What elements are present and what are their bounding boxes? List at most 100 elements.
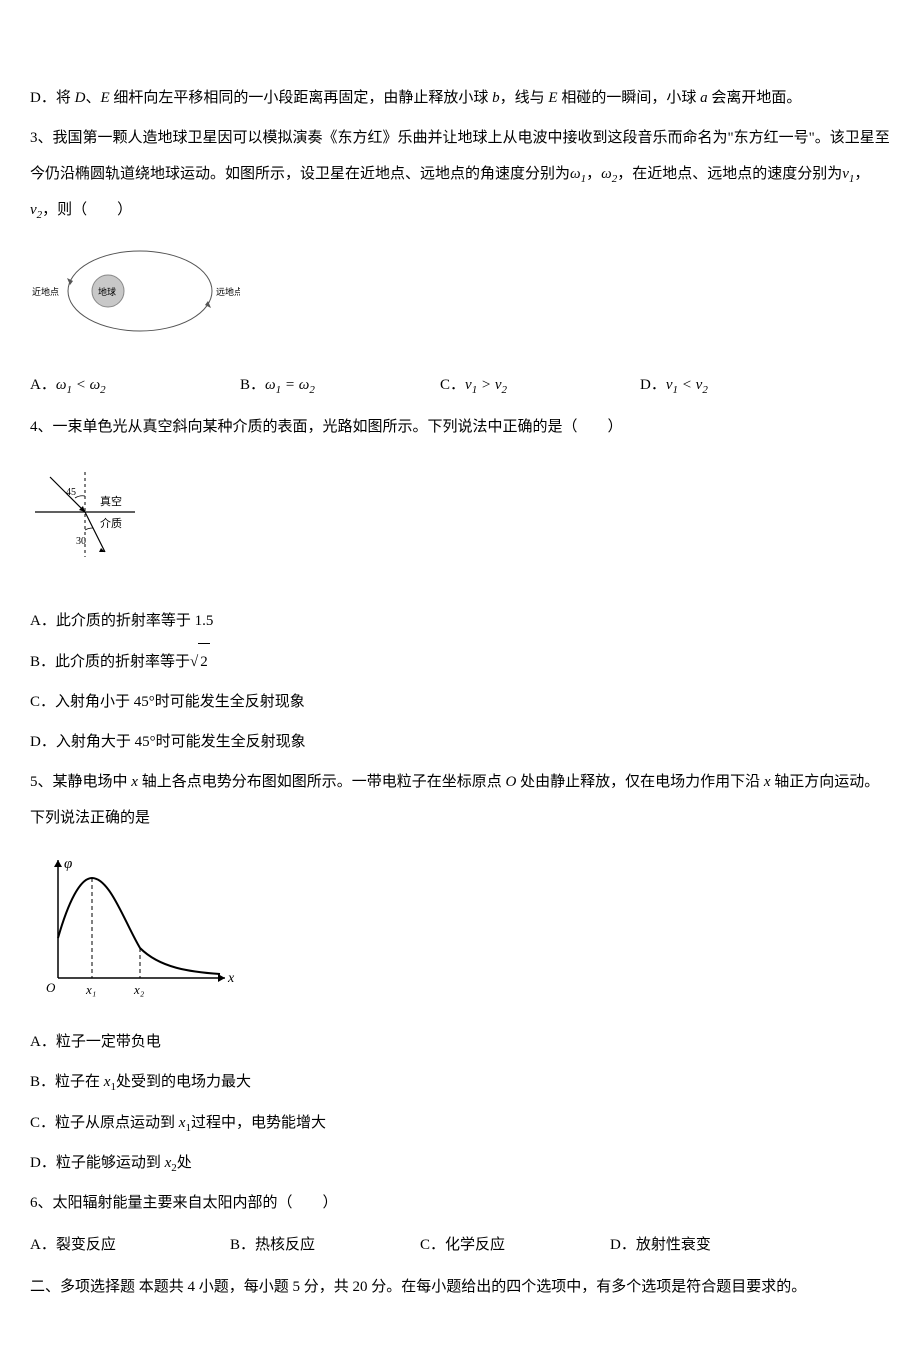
var: x: [764, 774, 771, 790]
suffix: 处: [177, 1155, 192, 1171]
q4-opt-a: A．此介质的折射率等于 1.5: [30, 603, 890, 639]
svg-text:地球: 地球: [98, 286, 116, 297]
rs: 2: [702, 384, 708, 396]
omega2: ω: [601, 166, 612, 182]
rs: 2: [100, 384, 106, 396]
svg-text:介质: 介质: [100, 517, 122, 530]
q3-opt-a: A．ω1 < ω2: [30, 367, 240, 403]
var: O: [505, 774, 516, 790]
l: ω: [265, 377, 276, 393]
section2-heading: 二、多项选择题 本题共 4 小题，每小题 5 分，共 20 分。在每小题给出的四…: [30, 1269, 890, 1305]
text: 太阳辐射能量主要来自太阳内部的（ ）: [53, 1195, 338, 1211]
prefix: C．粒子从原点运动到: [30, 1115, 179, 1131]
text: D．将: [30, 90, 75, 106]
rs: 2: [309, 384, 315, 396]
q4-opt-b: B．此介质的折射率等于√2: [30, 643, 890, 680]
q6-num: 6、: [30, 1195, 53, 1211]
text: ，: [586, 166, 601, 182]
q3-stem: 3、我国第一颗人造地球卫星因可以模拟演奏《东方红》乐曲并让地球上从电波中接收到这…: [30, 120, 890, 229]
var: x: [131, 774, 138, 790]
var: a: [700, 90, 708, 106]
r: ω: [299, 377, 310, 393]
orbit-diagram: 地球 近地点 远地点: [30, 241, 240, 341]
svg-text:远地点: 远地点: [216, 286, 240, 297]
rs: 2: [501, 384, 507, 396]
prefix: B．粒子在: [30, 1074, 104, 1090]
refraction-diagram: 45 30 真空介质: [30, 457, 140, 577]
svg-text:45: 45: [66, 487, 76, 498]
q6-opt-c: C．化学反应: [420, 1227, 610, 1263]
text: 相碰的一瞬间，小球: [558, 90, 701, 106]
op: <: [678, 377, 696, 393]
svg-text:x₁: x₁: [85, 982, 96, 997]
q4-diagram: 45 30 真空介质: [30, 457, 890, 591]
svg-text:φ: φ: [64, 856, 72, 872]
text: 轴上各点电势分布图如图所示。一带电粒子在坐标原点: [138, 774, 506, 790]
q4-stem: 4、一束单色光从真空斜向某种介质的表面，光路如图所示。下列说法中正确的是（ ）: [30, 409, 890, 445]
text: 会离开地面。: [708, 90, 802, 106]
q5-opt-a: A．粒子一定带负电: [30, 1024, 890, 1060]
potential-graph: φ x Ox₁ x₂: [30, 848, 240, 998]
q3-diagram: 地球 近地点 远地点: [30, 241, 890, 355]
prefix: A．: [30, 377, 56, 393]
v1: v: [842, 166, 849, 182]
text: 细杆向左平移相同的一小段距离再固定，由静止释放小球: [110, 90, 493, 106]
q4-opt-c: C．入射角小于 45°时可能发生全反射现象: [30, 684, 890, 720]
prefix: D．粒子能够运动到: [30, 1155, 165, 1171]
v2: v: [30, 202, 37, 218]
suffix: 处受到的电场力最大: [116, 1074, 251, 1090]
q3-opt-b: B．ω1 = ω2: [240, 367, 440, 403]
q5-opt-b: B．粒子在 x1处受到的电场力最大: [30, 1064, 890, 1100]
q5-diagram: φ x Ox₁ x₂: [30, 848, 890, 1012]
sqrt-arg: 2: [198, 643, 210, 680]
q2-opt-d: D．将 D、E 细杆向左平移相同的一小段距离再固定，由静止释放小球 b，线与 E…: [30, 80, 890, 116]
prefix: B．: [240, 377, 265, 393]
var: E: [100, 90, 109, 106]
text: ，在近地点、远地点的速度分别为: [617, 166, 842, 182]
prefix: B．此介质的折射率等于: [30, 654, 190, 670]
op: =: [281, 377, 299, 393]
q3-opt-c: C．v1 > v2: [440, 367, 640, 403]
l: v: [465, 377, 472, 393]
q5-opt-d: D．粒子能够运动到 x2处: [30, 1145, 890, 1181]
var: b: [492, 90, 500, 106]
q6-opt-d: D．放射性衰变: [610, 1227, 800, 1263]
text: 一束单色光从真空斜向某种介质的表面，光路如图所示。下列说法中正确的是（ ）: [53, 419, 623, 435]
q4-num: 4、: [30, 419, 53, 435]
q6-stem: 6、太阳辐射能量主要来自太阳内部的（ ）: [30, 1185, 890, 1221]
svg-text:O: O: [46, 980, 56, 995]
q3-num: 3、: [30, 130, 53, 146]
svg-text:近地点: 近地点: [32, 286, 59, 297]
text: 处由静止释放，仅在电场力作用下沿: [516, 774, 764, 790]
q3-opt-d: D．v1 < v2: [640, 367, 840, 403]
svg-text:30: 30: [76, 536, 86, 547]
svg-text:真空: 真空: [100, 494, 122, 508]
q5-opt-c: C．粒子从原点运动到 x1过程中，电势能增大: [30, 1105, 890, 1141]
text: ，则（ ）: [42, 202, 132, 218]
op: >: [477, 377, 495, 393]
sqrt-icon: √: [190, 654, 198, 670]
text: 、: [85, 90, 100, 106]
r: ω: [90, 377, 101, 393]
q5-num: 5、: [30, 774, 53, 790]
q6-options: A．裂变反应 B．热核反应 C．化学反应 D．放射性衰变: [30, 1227, 890, 1263]
q6-opt-a: A．裂变反应: [30, 1227, 230, 1263]
omega1: ω: [570, 166, 581, 182]
text: ，: [854, 166, 869, 182]
l: v: [666, 377, 673, 393]
var: E: [548, 90, 557, 106]
q5-stem: 5、某静电场中 x 轴上各点电势分布图如图所示。一带电粒子在坐标原点 O 处由静…: [30, 764, 890, 836]
q3-options: A．ω1 < ω2 B．ω1 = ω2 C．v1 > v2 D．v1 < v2: [30, 367, 890, 403]
suffix: 过程中，电势能增大: [191, 1115, 326, 1131]
q6-opt-b: B．热核反应: [230, 1227, 420, 1263]
l: ω: [56, 377, 67, 393]
q4-opt-d: D．入射角大于 45°时可能发生全反射现象: [30, 724, 890, 760]
svg-text:x₂: x₂: [133, 982, 145, 997]
text: 某静电场中: [53, 774, 132, 790]
op: <: [72, 377, 90, 393]
prefix: C．: [440, 377, 465, 393]
svg-text:x: x: [227, 971, 235, 986]
var: D: [75, 90, 86, 106]
prefix: D．: [640, 377, 666, 393]
text: ，线与: [500, 90, 549, 106]
